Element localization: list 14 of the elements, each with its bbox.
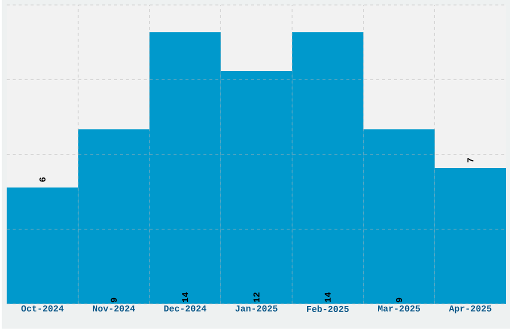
data-label: 14 bbox=[182, 292, 188, 302]
x-tick-label: Dec-2024 bbox=[164, 306, 206, 312]
data-label: 7 bbox=[467, 158, 474, 162]
x-tick-label: Oct-2024 bbox=[21, 306, 64, 312]
x-tick-label: Jan-2025 bbox=[235, 306, 278, 312]
data-label: 14 bbox=[324, 292, 331, 302]
x-tick-label: Feb-2025 bbox=[307, 306, 349, 312]
x-tick-label: Nov-2024 bbox=[92, 306, 135, 312]
data-label: 9 bbox=[110, 298, 117, 302]
data-label: 12 bbox=[253, 292, 260, 302]
data-label: 6 bbox=[39, 177, 46, 182]
x-tick-label: Mar-2025 bbox=[378, 306, 420, 312]
data-label: 9 bbox=[396, 298, 402, 302]
x-tick-label: Apr-2025 bbox=[448, 306, 492, 314]
